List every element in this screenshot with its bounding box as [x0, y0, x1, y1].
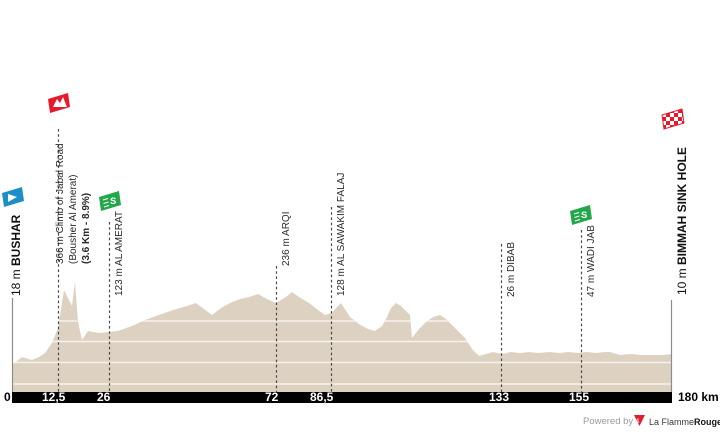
svg-text:1: 1 — [636, 418, 639, 424]
svg-text:12,5: 12,5 — [42, 390, 66, 404]
svg-text:133: 133 — [489, 390, 509, 404]
svg-text:72: 72 — [265, 390, 279, 404]
svg-text:S: S — [110, 196, 116, 207]
svg-text:S: S — [581, 210, 587, 221]
svg-text:La FlammeRouge: La FlammeRouge — [649, 417, 720, 427]
svg-text:0: 0 — [4, 390, 11, 404]
svg-text:155: 155 — [569, 390, 589, 404]
svg-text:86,5: 86,5 — [310, 390, 334, 404]
svg-text:180 km: 180 km — [678, 390, 719, 404]
svg-text:26: 26 — [97, 390, 111, 404]
